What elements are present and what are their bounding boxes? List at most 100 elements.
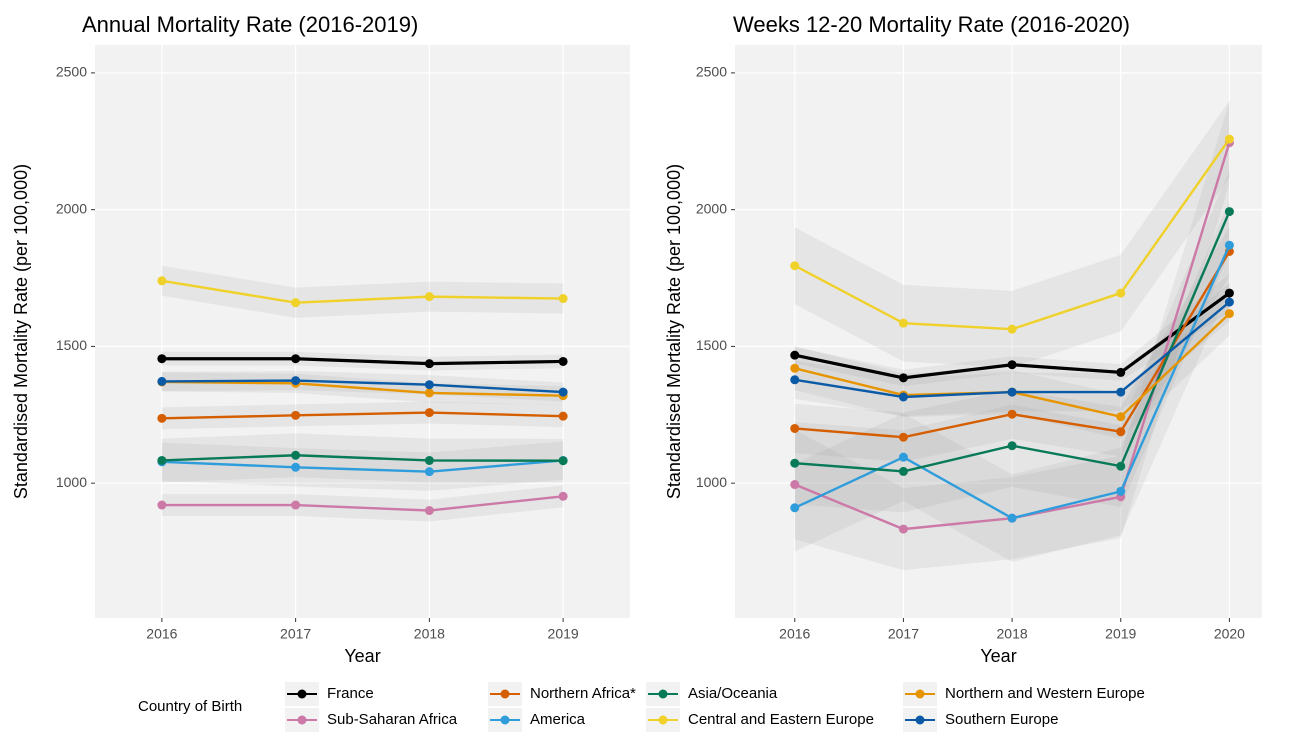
y-tick-label: 1500 [56,337,87,353]
data-point [790,350,800,360]
data-point [424,388,434,398]
data-point [558,387,568,397]
data-point [424,408,434,418]
data-point [790,375,800,385]
data-point [1007,441,1017,451]
legend-title: Country of Birth [138,698,242,715]
data-point [157,455,167,465]
data-point [1007,513,1017,523]
series-line [161,379,564,394]
series-line [161,459,564,473]
legend-point [915,689,925,699]
data-point [898,432,908,442]
data-point [790,458,800,468]
data-point [291,450,301,460]
data-point [291,376,301,386]
data-point [291,500,301,510]
data-point [1116,486,1126,496]
data-point [157,376,167,386]
legend-label: America [530,711,586,728]
data-point [790,480,800,490]
data-point [424,292,434,302]
data-point [558,356,568,366]
y-tick-label: 2500 [56,64,87,80]
y-axis-title: Standardised Mortality Rate (per 100,000… [664,164,684,499]
y-tick-label: 1500 [696,337,727,353]
data-point [157,500,167,510]
y-axis-title: Standardised Mortality Rate (per 100,000… [11,164,31,499]
legend-point [500,689,510,699]
x-tick-label: 2019 [548,626,579,642]
data-point [1224,309,1234,319]
data-point [790,423,800,433]
x-axis-title: Year [344,646,380,666]
x-tick-label: 2016 [779,626,810,642]
legend-label: France [327,685,374,702]
data-point [898,524,908,534]
y-tick-label: 2000 [696,200,727,216]
x-tick-label: 2018 [414,626,445,642]
series-line [161,454,564,462]
data-point [1224,207,1234,217]
series-line [161,411,564,420]
x-axis-title: Year [980,646,1016,666]
y-tick-label: 2000 [56,200,87,216]
data-point [1224,288,1234,298]
data-point [424,380,434,390]
data-point [898,318,908,328]
data-point [790,261,800,271]
data-point [291,462,301,472]
series-line [161,357,564,366]
x-tick-label: 2017 [888,626,919,642]
legend-point [500,715,510,725]
data-point [424,506,434,516]
data-point [558,491,568,501]
legend-point [297,715,307,725]
confidence-band [161,401,564,430]
data-point [1007,387,1017,397]
data-point [1116,367,1126,377]
legend-point [658,715,668,725]
x-tick-label: 2017 [280,626,311,642]
data-point [1116,387,1126,397]
legend-label: Northern Africa* [530,685,636,702]
data-point [898,452,908,462]
data-point [898,392,908,402]
data-point [424,359,434,369]
series-line [161,380,564,397]
legend-point [658,689,668,699]
confidence-band [161,441,564,491]
legend-label: Asia/Oceania [688,685,778,702]
data-point [898,373,908,383]
confidence-band [794,291,1230,439]
legend-label: Southern Europe [945,711,1058,728]
data-point [291,298,301,308]
data-point [558,294,568,304]
legend-label: Sub-Saharan Africa [327,711,458,728]
y-tick-label: 2500 [696,64,727,80]
confidence-band [794,101,1230,571]
data-point [157,354,167,364]
confidence-band [794,170,1230,513]
data-point [1224,240,1234,250]
y-tick-label: 1000 [56,474,87,490]
data-point [1007,324,1017,334]
y-tick-label: 1000 [696,474,727,490]
data-point [1116,288,1126,298]
data-point [1007,409,1017,419]
data-point [1116,412,1126,422]
data-point [157,413,167,423]
x-tick-label: 2020 [1214,626,1245,642]
data-point [424,467,434,477]
confidence-band [161,485,564,522]
x-tick-label: 2019 [1105,626,1136,642]
x-tick-label: 2016 [146,626,177,642]
data-point [790,503,800,513]
data-point [1116,461,1126,471]
legend-label: Northern and Western Europe [945,685,1145,702]
legend-point [915,715,925,725]
data-point [1224,297,1234,307]
chart-title: Weeks 12-20 Mortality Rate (2016-2020) [733,12,1130,37]
series-line [161,495,564,512]
